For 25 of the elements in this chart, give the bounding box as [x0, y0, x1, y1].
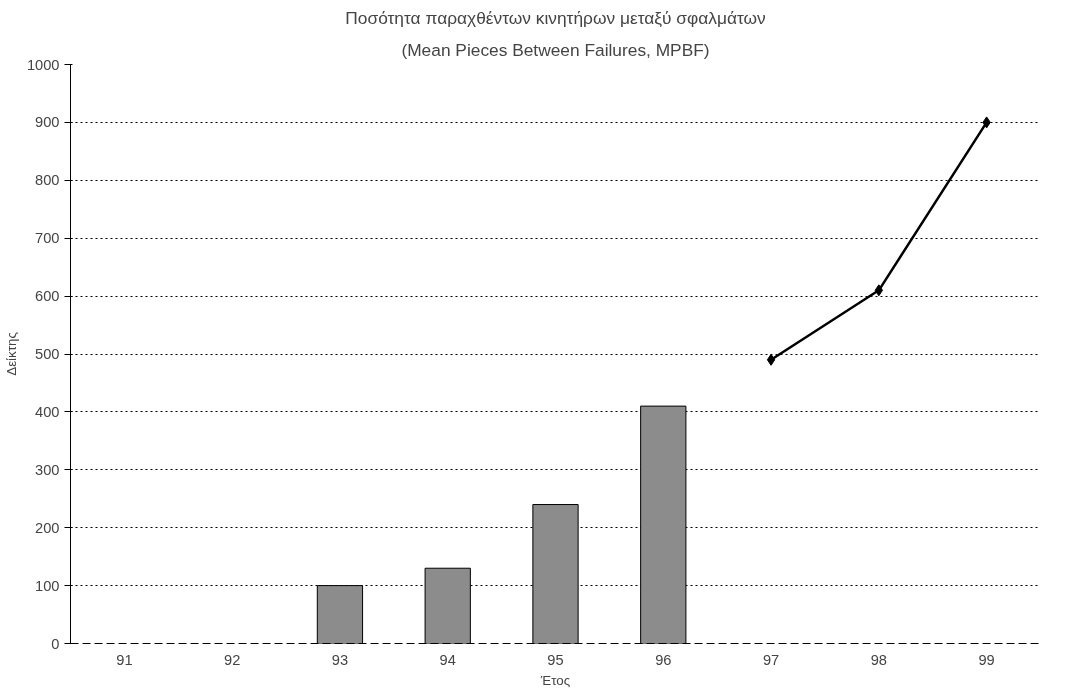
chart-subtitle: (Mean Pieces Between Failures, MPBF): [401, 39, 710, 60]
y-tick-label: 900: [35, 114, 60, 131]
point: [766, 353, 776, 366]
x-tick-label: 98: [870, 651, 887, 668]
y-tick-label: 700: [35, 230, 60, 247]
y-tick-label: 500: [35, 346, 60, 362]
x-tick-label: 93: [331, 651, 349, 668]
y-tick-label: 600: [35, 288, 60, 305]
y-axis-title: Δείκτης: [3, 331, 19, 376]
y-tick-label: 800: [35, 172, 60, 189]
y-tick-label: 0: [51, 635, 60, 652]
x-axis-title: Έτος: [539, 672, 571, 688]
y-tick-label: 100: [35, 577, 60, 594]
y-tick-label: 200: [35, 519, 60, 536]
x-tick-label: 96: [655, 651, 672, 668]
x-tick-label: 95: [547, 651, 564, 668]
y-tick-label: 1000: [26, 56, 60, 73]
chart-title: Ποσότητα παραχθέντων κινητήρων μεταξύ σφαλμάτων: [345, 7, 766, 28]
x-tick-label: 94: [439, 651, 456, 668]
x-tick-label: 91: [116, 651, 133, 668]
y-tick-label: 400: [35, 403, 60, 420]
y-tick-label: 300: [35, 461, 60, 478]
x-tick-label: 92: [224, 651, 241, 668]
x-tick-label: 97: [762, 651, 780, 668]
x-tick-label: 99: [978, 651, 995, 668]
